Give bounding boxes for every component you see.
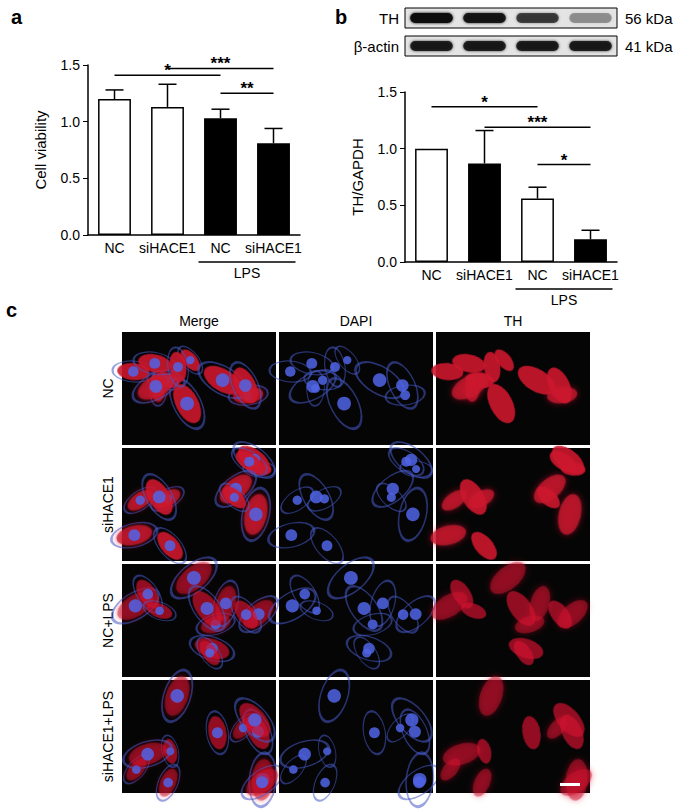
svg-text:LPS: LPS [551,292,577,308]
svg-text:siHACE1: siHACE1 [456,267,513,283]
svg-text:siHACE1: siHACE1 [139,240,196,256]
svg-text:NC: NC [104,240,124,256]
svg-text:a: a [11,6,23,28]
svg-text:NC: NC [421,267,441,283]
svg-text:**: ** [240,79,254,98]
svg-text:NC: NC [210,240,230,256]
svg-text:siHACE1+LPS: siHACE1+LPS [100,691,116,782]
svg-text:0.5: 0.5 [378,197,398,213]
svg-text:b: b [335,6,347,28]
svg-text:56 kDa: 56 kDa [625,10,673,27]
svg-text:***: *** [211,54,231,73]
svg-text:β-actin: β-actin [354,38,399,55]
svg-text:siHACE1: siHACE1 [245,240,302,256]
svg-text:NC+LPS: NC+LPS [100,593,116,648]
svg-text:Merge: Merge [179,313,219,329]
svg-text:41 kDa: 41 kDa [625,38,673,55]
svg-text:*: * [164,61,171,80]
svg-text:c: c [6,299,17,321]
svg-text:0.5: 0.5 [61,170,81,186]
svg-text:0.0: 0.0 [61,227,81,243]
svg-text:siHACE1: siHACE1 [562,267,619,283]
svg-text:1.0: 1.0 [378,141,398,157]
svg-text:TH/GAPDH: TH/GAPDH [349,138,366,216]
svg-text:1.5: 1.5 [378,84,398,100]
svg-text:*: * [481,93,488,112]
svg-text:DAPI: DAPI [340,313,373,329]
svg-text:0.0: 0.0 [378,254,398,270]
svg-text:TH: TH [504,313,523,329]
svg-text:NC: NC [100,378,116,398]
svg-text:1.5: 1.5 [61,57,81,73]
svg-text:NC: NC [527,267,547,283]
svg-text:***: *** [528,113,548,132]
svg-text:LPS: LPS [234,265,260,281]
svg-text:siHACE1: siHACE1 [100,476,116,533]
svg-text:*: * [561,151,568,170]
svg-text:TH: TH [379,10,399,27]
svg-text:Cell viability: Cell viability [32,110,49,190]
svg-text:1.0: 1.0 [61,114,81,130]
